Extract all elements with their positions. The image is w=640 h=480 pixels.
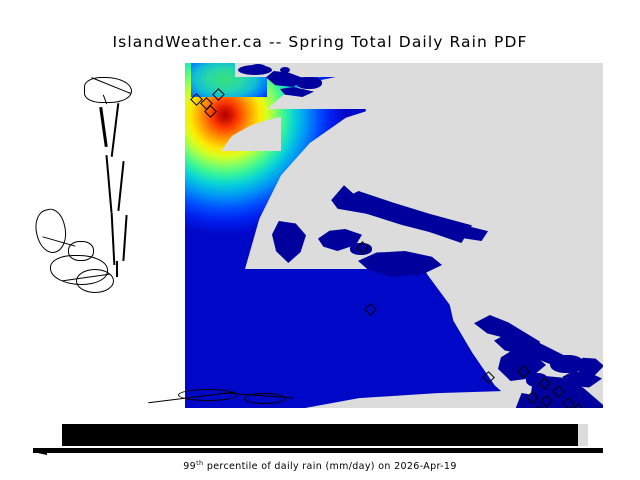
colorbar-axis-line	[33, 448, 603, 453]
colorbar-under-range-arrow-icon	[33, 448, 47, 455]
map-panel[interactable]	[28, 63, 603, 408]
figure-caption: 99th percentile of daily rain (mm/day) o…	[0, 459, 640, 472]
colorbar-over-range-cap	[578, 424, 588, 446]
water-body-north-2	[250, 64, 266, 71]
caption-rest: percentile of daily rain (mm/day) on 202…	[203, 461, 457, 473]
coastline-stroke-inlet-7	[116, 261, 118, 277]
caption-percentile-suffix: th	[196, 459, 204, 467]
coastline-outline-island-d	[76, 269, 114, 293]
coastline-outline-south-1	[178, 389, 238, 401]
water-body-north-3	[280, 67, 290, 73]
water-body-se-island-3	[574, 357, 603, 375]
colorbar[interactable]	[33, 424, 607, 448]
water-body-ne-2	[296, 77, 322, 89]
coastline-outline-nw	[84, 77, 132, 103]
water-body-ne-1	[266, 71, 304, 87]
caption-percentile-value: 99	[183, 461, 197, 473]
ocean-west-fill	[28, 63, 188, 408]
water-body-se-island-2	[550, 355, 584, 373]
water-body-mid-3	[350, 243, 372, 255]
page-title: IslandWeather.ca -- Spring Total Daily R…	[112, 33, 528, 51]
water-body-mid-5	[390, 259, 432, 276]
coastline-outline-south-2	[244, 393, 286, 404]
water-body-ne-3	[280, 87, 314, 97]
colorbar-gradient	[62, 424, 578, 446]
ocean-notch-north	[28, 63, 203, 75]
colorbar-tick-labels	[33, 449, 607, 458]
